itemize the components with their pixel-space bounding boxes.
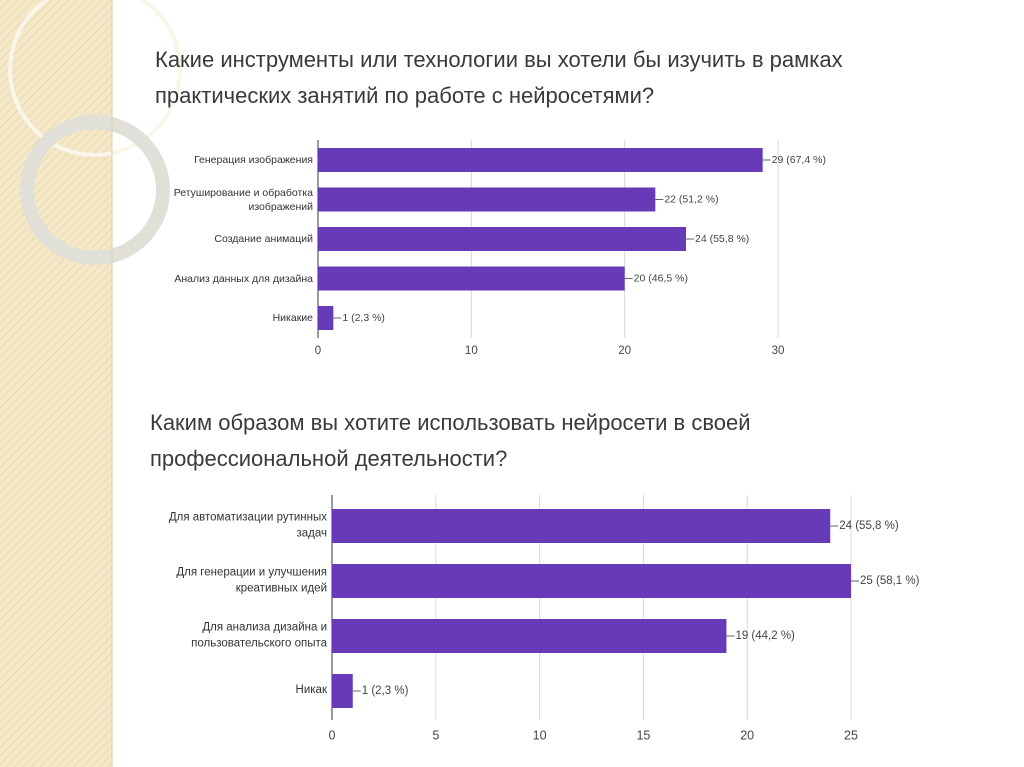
- x-tick-label: 10: [533, 728, 547, 742]
- decor-circle: [8, 0, 182, 157]
- decor-circle: [20, 115, 170, 265]
- category-label: Для генерации и улучшения креативных иде…: [176, 566, 327, 594]
- bar: [318, 306, 334, 330]
- bar: [332, 509, 831, 543]
- chart-title: Каким образом вы хотите использовать ней…: [150, 410, 751, 471]
- x-tick-label: 10: [465, 345, 478, 357]
- bar: [318, 187, 656, 212]
- bar: [318, 148, 763, 172]
- value-label: 24 (55,8 %): [839, 520, 899, 532]
- bar: [318, 266, 625, 291]
- x-tick-label: 20: [618, 345, 631, 357]
- x-tick-label: 30: [772, 345, 785, 357]
- chart-title: Какие инструменты или технологии вы хоте…: [155, 47, 843, 108]
- x-tick-label: 5: [432, 728, 439, 742]
- category-label: Создание анимаций: [214, 232, 313, 245]
- x-tick-label: 0: [329, 728, 336, 742]
- category-label: Никакие: [272, 311, 313, 324]
- category-label: Для автоматизации рутинных задач: [168, 511, 327, 539]
- value-label: 20 (46,5 %): [634, 272, 688, 284]
- category-label: Анализ данных для дизайна: [174, 272, 313, 285]
- x-tick-label: 15: [636, 728, 650, 742]
- category-label: Ретуширование и обработка изображений: [173, 186, 313, 213]
- bar: [332, 619, 727, 653]
- bar: [332, 564, 851, 598]
- x-tick-label: 25: [844, 728, 858, 742]
- value-label: 24 (55,8 %): [695, 233, 749, 245]
- value-label: 19 (44,2 %): [735, 630, 795, 642]
- bar: [318, 227, 686, 251]
- category-label: Для анализа дизайна и пользовательского …: [191, 621, 327, 649]
- x-tick-label: 0: [315, 345, 321, 357]
- value-label: 1 (2,3 %): [362, 685, 409, 697]
- x-tick-label: 20: [740, 728, 754, 742]
- value-label: 1 (2,3 %): [342, 312, 385, 324]
- bar: [332, 674, 353, 708]
- value-label: 22 (51,2 %): [664, 193, 718, 205]
- category-label: Генерация изображения: [194, 153, 313, 166]
- value-label: 29 (67,4 %): [772, 154, 826, 166]
- value-label: 25 (58,1 %): [860, 575, 920, 587]
- category-label: Никак: [295, 684, 327, 697]
